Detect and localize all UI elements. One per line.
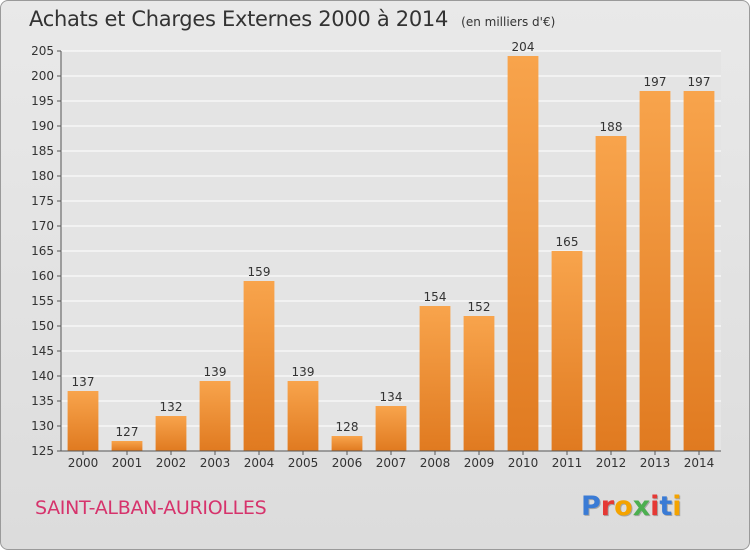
- x-tick-label: 2012: [596, 456, 627, 470]
- bar-value-label: 137: [72, 375, 95, 389]
- bar-2011: [551, 251, 583, 451]
- y-tick-label: 185: [31, 144, 54, 158]
- x-tick-label: 2013: [640, 456, 671, 470]
- bar-2005: [287, 381, 319, 451]
- y-tick-label: 170: [31, 219, 54, 233]
- x-tick-label: 2002: [156, 456, 187, 470]
- logo-letter: P: [581, 491, 601, 522]
- bar-2008: [419, 306, 451, 451]
- title-row: Achats et Charges Externes 2000 à 2014 (…: [29, 7, 555, 31]
- y-tick-label: 140: [31, 369, 54, 383]
- axis-layer: 125 130 135 140 145 150 155 160 165 170 175 180 185 1…: [31, 44, 721, 470]
- y-tick-label: 165: [31, 244, 54, 258]
- chart-title: Achats et Charges Externes 2000 à 2014: [29, 7, 449, 31]
- y-tick-label: 205: [31, 44, 54, 58]
- x-tick-label: 2004: [244, 456, 275, 470]
- logo-letter: o: [614, 491, 633, 522]
- x-tick-label: 2011: [552, 456, 583, 470]
- bar-2003: [199, 381, 231, 451]
- proxiti-logo: Proxiti: [581, 491, 682, 522]
- bar-2014: [683, 91, 715, 451]
- x-tick-label: 2014: [684, 456, 715, 470]
- y-tick-label: 180: [31, 169, 54, 183]
- y-tick-label: 125: [31, 444, 54, 458]
- y-tick-label: 145: [31, 344, 54, 358]
- logo-letter: r: [600, 491, 615, 522]
- bar-value-label: 128: [336, 420, 359, 434]
- bar-2004: [243, 281, 275, 451]
- x-tick-label: 2010: [508, 456, 539, 470]
- y-tick-label: 175: [31, 194, 54, 208]
- x-tick-label: 2007: [376, 456, 407, 470]
- bar-value-label: 154: [424, 290, 447, 304]
- x-tick-label: 2005: [288, 456, 319, 470]
- y-tick-label: 135: [31, 394, 54, 408]
- bar-value-label: 139: [292, 365, 315, 379]
- bar-2000: [67, 391, 99, 451]
- bar-value-label: 197: [644, 75, 667, 89]
- y-tick-label: 195: [31, 94, 54, 108]
- bar-layer: 137 127 132 139 159 139 128 134 154 152 204 165 188 1…: [67, 40, 715, 451]
- chart-subtitle: (en milliers d'€): [461, 15, 556, 29]
- bar-2010: [507, 56, 539, 451]
- bar-value-label: 139: [204, 365, 227, 379]
- bar-2006: [331, 436, 363, 451]
- y-tick-label: 150: [31, 319, 54, 333]
- bar-value-label: 165: [556, 235, 579, 249]
- bar-2009: [463, 316, 495, 451]
- bar-value-label: 188: [600, 120, 623, 134]
- bar-value-label: 159: [248, 265, 271, 279]
- bar-2007: [375, 406, 407, 451]
- x-tick-label: 2000: [68, 456, 99, 470]
- logo-letter: i: [650, 491, 660, 522]
- logo-letter: x: [632, 491, 651, 522]
- y-tick-label: 200: [31, 69, 54, 83]
- logo-letter: i: [672, 491, 682, 522]
- bar-value-label: 132: [160, 400, 183, 414]
- x-tick-label: 2009: [464, 456, 495, 470]
- bar-value-label: 204: [512, 40, 535, 54]
- bar-2013: [639, 91, 671, 451]
- x-tick-label: 2001: [112, 456, 143, 470]
- y-tick-label: 130: [31, 419, 54, 433]
- bar-value-label: 197: [688, 75, 711, 89]
- y-tick-label: 190: [31, 119, 54, 133]
- x-tick-label: 2008: [420, 456, 451, 470]
- x-tick-label: 2006: [332, 456, 363, 470]
- y-tick-label: 160: [31, 269, 54, 283]
- bar-2001: [111, 441, 143, 451]
- bar-2012: [595, 136, 627, 451]
- logo-letter: t: [659, 491, 673, 522]
- bar-2002: [155, 416, 187, 451]
- bar-value-label: 134: [380, 390, 403, 404]
- bar-value-label: 127: [116, 425, 139, 439]
- bar-value-label: 152: [468, 300, 491, 314]
- commune-name: SAINT-ALBAN-AURIOLLES: [35, 497, 267, 519]
- y-tick-label: 155: [31, 294, 54, 308]
- x-tick-label: 2003: [200, 456, 231, 470]
